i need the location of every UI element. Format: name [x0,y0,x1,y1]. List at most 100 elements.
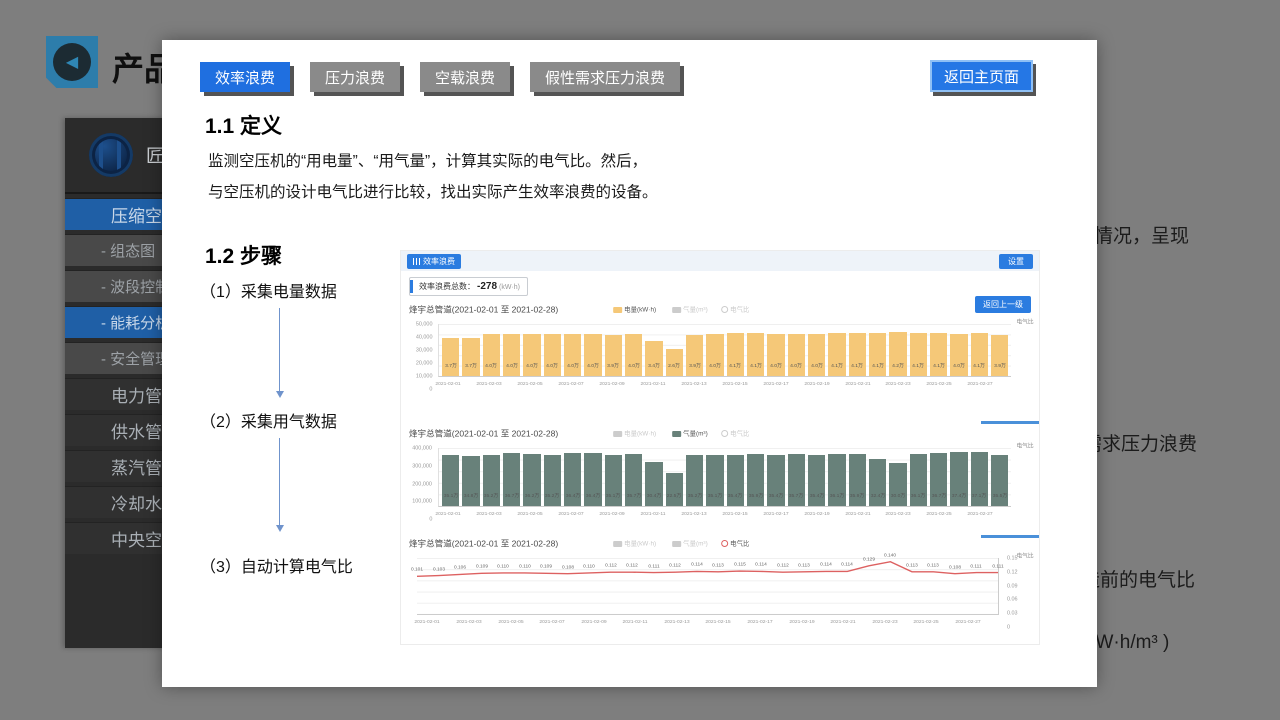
sidebar-item[interactable]: 中央空调管理 [65,522,213,554]
bar[interactable]: 37.1万 [970,452,988,506]
x-tick-label: 2021-02-01 [414,618,441,625]
bar[interactable]: 32.4万 [868,459,887,506]
return-main-page-button[interactable]: 返回主页面 [930,60,1034,92]
bar[interactable]: 4.0万 [950,334,968,376]
bar[interactable]: 30.4万 [645,461,663,506]
sidebar-item[interactable]: 压缩空气 [65,198,179,230]
x-tick-label: 2021-02-01 [435,380,461,387]
bar[interactable]: 35.9万 [848,453,866,506]
bar[interactable]: 22.5万 [665,473,683,506]
bar[interactable]: 35.7万 [624,454,643,506]
y-tick-label: 0.09 [1007,582,1018,589]
legend-item[interactable]: 气量(m³) [671,428,714,439]
sidebar-item[interactable]: - 组态图 [65,234,175,266]
settings-button[interactable]: 设置 [999,253,1033,269]
bar[interactable]: 4.1万 [828,333,846,376]
bar[interactable]: 4.1万 [868,333,887,376]
bar[interactable]: 4.1万 [970,333,988,376]
bar[interactable]: 4.0万 [482,334,500,376]
bar[interactable]: 34.8万 [462,455,480,506]
bar[interactable]: 4.0万 [584,334,602,376]
bar[interactable]: 3.7万 [462,337,480,376]
tab-button[interactable]: 假性需求压力浪费 [530,62,681,92]
legend-item[interactable]: 气量(m³) [671,538,714,549]
bar[interactable]: 2.6万 [665,348,683,376]
bar[interactable]: 4.2万 [889,332,907,376]
dashboard-title-text: 效率浪费 [423,256,455,266]
legend-item[interactable]: 气量(m³) [671,304,714,315]
bar[interactable]: 36.4万 [584,453,602,506]
bar[interactable]: 4.1万 [929,333,948,376]
x-axis: 2021-02-01 2021-02-03 2021-02-05 2021-02-07… [435,377,1011,389]
bar[interactable]: 4.0万 [807,334,826,376]
bar[interactable]: 35.4万 [726,454,744,506]
slide-back-icon[interactable]: ◀ [46,36,98,88]
bar[interactable]: 3.7万 [442,337,460,376]
x-tick-label: 2021-02-09 [580,618,607,625]
bar[interactable]: 4.0万 [563,334,582,376]
sidebar-item[interactable]: 供水管理 [65,414,179,446]
bar[interactable]: 36.1万 [828,453,846,506]
bar[interactable]: 4.0万 [543,334,561,376]
bar[interactable]: 4.1万 [909,333,927,376]
bar[interactable]: 35.1万 [604,455,622,506]
bar[interactable]: 4.1万 [848,333,866,376]
sidebar-item[interactable]: 电力管理 [65,378,179,410]
bar[interactable]: 3.9万 [604,335,622,376]
scrollbar-indicator[interactable] [981,421,1039,424]
tab-button[interactable]: 压力浪费 [310,62,401,92]
point-value-label: 0.112 [604,562,617,568]
bar[interactable]: 3.9万 [685,335,704,376]
bar[interactable]: 36.4万 [563,453,582,506]
sidebar-item[interactable]: 冷却水管理 [65,486,196,518]
bar[interactable]: 36.7万 [502,452,521,506]
bar[interactable]: 37.4万 [950,451,968,506]
bar[interactable]: 36.7万 [929,452,948,506]
bar[interactable]: 30.0万 [889,462,907,506]
bar[interactable]: 4.0万 [523,334,541,376]
bar[interactable]: 4.0万 [767,334,785,376]
y-tick-label: 0.06 [1007,596,1018,603]
bar[interactable]: 35.4万 [767,454,785,506]
bar-value-label: 4.0万 [627,362,640,369]
point-value-label: 0.103 [432,565,445,572]
sidebar-item[interactable]: - 波段控制 [65,270,175,302]
bar[interactable]: 35.1万 [706,455,724,506]
point-value-label: 0.106 [454,564,467,570]
scrollbar-indicator[interactable] [981,535,1039,538]
legend-item[interactable]: 电气比 [721,304,754,315]
bar[interactable]: 35.2万 [543,454,561,506]
bar[interactable]: 4.0万 [787,334,805,376]
legend-item[interactable]: 电量(kW·h) [612,538,664,549]
bar[interactable]: 4.1万 [746,333,765,376]
sidebar-item[interactable]: - 能耗分析 [65,306,175,338]
bar[interactable]: 35.1万 [442,455,460,506]
sidebar-item[interactable]: - 安全管理 [65,342,175,374]
legend-item[interactable]: 电气比 [721,538,754,549]
y-tick-label: 200,000 [412,480,432,487]
legend-item[interactable]: 电气比 [721,428,754,439]
bar[interactable]: 3.4万 [645,340,663,376]
bar-value-label: 4.1万 [932,362,945,369]
bar[interactable]: 4.0万 [706,334,724,376]
bar[interactable]: 35.9万 [746,453,765,506]
bar[interactable]: 35.5万 [990,454,1009,506]
legend-item[interactable]: 电量(kW·h) [612,428,664,439]
tab-button[interactable]: 效率浪费 [200,62,291,92]
bar[interactable]: 4.0万 [502,334,521,376]
bar[interactable]: 3.9万 [990,335,1009,376]
bar[interactable]: 36.2万 [523,453,541,506]
bar[interactable]: 35.7万 [787,454,805,506]
bar[interactable]: 35.2万 [482,454,500,506]
bar[interactable]: 4.0万 [624,334,643,376]
tab-button[interactable]: 空载浪费 [420,62,511,92]
bar-value-label: 4.1万 [729,362,742,369]
back-level-button[interactable]: 返回上一级 [975,296,1031,313]
chart-title: 烽宇总管道(2021-02-01 至 2021-02-28) [409,304,559,315]
bar[interactable]: 35.4万 [807,454,826,506]
bar[interactable]: 35.2万 [685,454,704,506]
legend-item[interactable]: 电量(kW·h) [612,304,664,315]
sidebar-item[interactable]: 蒸汽管理 [65,450,179,482]
bar[interactable]: 36.1万 [909,453,927,506]
bar[interactable]: 4.1万 [726,333,744,376]
